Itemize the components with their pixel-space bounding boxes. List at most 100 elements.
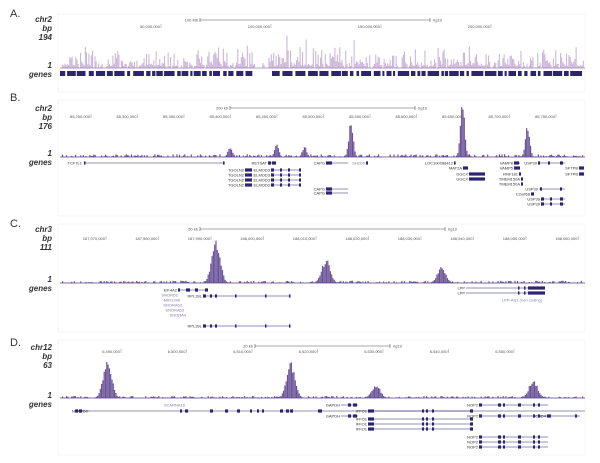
signal-bar — [190, 396, 192, 398]
signal-bar — [301, 152, 303, 157]
gene-label: C2orf68 — [516, 192, 531, 197]
signal-bar — [414, 281, 416, 283]
signal-bar — [548, 282, 550, 283]
tick-label: 85,450,000 — [256, 114, 277, 119]
signal-bar — [310, 154, 312, 157]
signal-bar — [500, 280, 502, 283]
signal-bar — [71, 56, 73, 68]
signal-bar — [166, 281, 168, 283]
signal-bar — [496, 282, 498, 283]
signal-bar — [367, 395, 369, 398]
signal-bar — [153, 281, 155, 283]
signal-bar — [479, 282, 481, 283]
gene-model: IFFO1 — [356, 427, 473, 432]
gene-exon — [288, 173, 290, 177]
panel-frame — [57, 99, 586, 217]
gene-block — [421, 71, 426, 76]
gene-block — [331, 71, 341, 76]
signal-bar — [350, 125, 352, 157]
signal-bar — [127, 155, 129, 157]
gene-block — [543, 71, 553, 76]
signal-bar — [286, 156, 289, 157]
signal-bar — [572, 397, 575, 398]
signal-bar — [381, 393, 383, 398]
gene-model: TGOLN2 — [228, 183, 252, 188]
signal-bar — [353, 40, 355, 68]
signal-bar — [520, 156, 523, 157]
signal-bar — [389, 154, 391, 157]
gene-exon — [470, 417, 473, 421]
signal-bar — [542, 52, 544, 68]
signal-bar — [356, 61, 358, 68]
signal-bar — [108, 368, 110, 398]
gene-model: RPL39L — [188, 324, 291, 329]
signal-bar — [62, 396, 64, 398]
signal-bar — [537, 154, 539, 157]
signal-bar — [572, 155, 575, 157]
signal-bar — [312, 48, 314, 68]
signal-bar — [103, 281, 105, 283]
signal-bar — [181, 280, 183, 283]
signal-bar — [299, 395, 302, 398]
signal-bar — [544, 54, 546, 68]
signal-bar — [535, 385, 537, 398]
signal-bar — [251, 396, 253, 398]
signal-bar — [331, 396, 333, 398]
signal-bar — [476, 54, 478, 68]
signal-bar — [522, 282, 524, 283]
signal-bar — [95, 396, 97, 398]
signal-bar — [515, 154, 517, 157]
signal-bar — [186, 156, 188, 157]
signal-bar — [572, 63, 574, 68]
gene-exon — [245, 178, 252, 182]
signal-bar — [108, 64, 110, 68]
gene-label: SFTPB — [565, 172, 578, 177]
signal-bar — [250, 281, 252, 283]
signal-bar — [219, 61, 221, 68]
signal-bar — [513, 59, 515, 68]
gene-model: ELMOD3 — [254, 178, 301, 183]
signal-bar — [350, 280, 352, 283]
gene-exon — [288, 183, 290, 187]
signal-bar — [72, 65, 74, 68]
panel-a-ymin: 1 — [47, 61, 52, 70]
signal-bar — [557, 154, 559, 157]
signal-bar — [338, 156, 341, 157]
signal-bar — [110, 281, 112, 283]
signal-bar — [474, 56, 476, 68]
signal-bar — [333, 57, 335, 68]
signal-bar — [434, 59, 436, 68]
signal-bar — [108, 156, 110, 157]
signal-bar — [242, 52, 244, 68]
signal-bar — [221, 396, 224, 398]
signal-bar — [224, 279, 226, 283]
gene-exon — [245, 168, 252, 172]
signal-bar — [148, 54, 150, 68]
signal-bar — [193, 397, 195, 398]
signal-bar — [441, 64, 443, 68]
signal-bar — [541, 281, 543, 283]
signal-bar — [249, 397, 251, 398]
signal-bar — [461, 107, 463, 157]
signal-bar — [137, 154, 139, 157]
signal-bar — [318, 66, 320, 68]
gene-exon — [271, 178, 274, 182]
signal-bar — [290, 155, 292, 157]
signal-bar — [420, 397, 422, 398]
panel-c-ymax: 111 — [39, 243, 52, 252]
signal-bar — [565, 397, 567, 398]
signal-bar — [122, 61, 124, 68]
gene-exon — [560, 202, 563, 206]
signal-bar — [519, 64, 521, 68]
signal-bar — [165, 66, 167, 68]
signal-bar — [433, 280, 435, 283]
signal-bar — [207, 56, 209, 68]
signal-bar — [176, 154, 178, 157]
signal-bar — [578, 65, 580, 68]
gene-model: NOP2 — [467, 403, 548, 408]
signal-bar — [293, 63, 295, 68]
signal-bar — [218, 253, 220, 283]
signal-bar — [558, 281, 560, 283]
signal-bar — [471, 396, 473, 398]
signal-bar — [409, 396, 411, 398]
